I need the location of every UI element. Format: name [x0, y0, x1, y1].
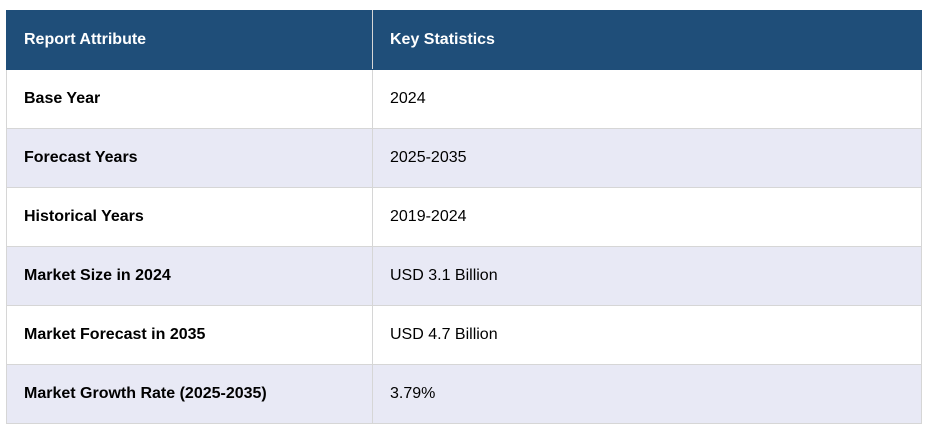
value-cell: 2019-2024: [372, 187, 922, 247]
table-row: Base Year 2024: [6, 69, 922, 129]
table-header: Report Attribute Key Statistics: [6, 10, 922, 70]
value-cell: USD 3.1 Billion: [372, 246, 922, 306]
table-row: Market Forecast in 2035 USD 4.7 Billion: [6, 305, 922, 365]
header-key-statistics: Key Statistics: [372, 10, 922, 70]
value-cell: 3.79%: [372, 364, 922, 424]
report-table-container: Report Attribute Key Statistics Base Yea…: [6, 10, 922, 424]
attribute-cell: Base Year: [6, 69, 373, 129]
attribute-cell: Market Size in 2024: [6, 246, 373, 306]
value-cell: 2024: [372, 69, 922, 129]
attribute-cell: Market Forecast in 2035: [6, 305, 373, 365]
table-row: Market Growth Rate (2025-2035) 3.79%: [6, 364, 922, 424]
header-row: Report Attribute Key Statistics: [6, 10, 922, 70]
value-cell: 2025-2035: [372, 128, 922, 188]
attribute-cell: Forecast Years: [6, 128, 373, 188]
attribute-cell: Historical Years: [6, 187, 373, 247]
table-row: Forecast Years 2025-2035: [6, 128, 922, 188]
value-cell: USD 4.7 Billion: [372, 305, 922, 365]
table-row: Historical Years 2019-2024: [6, 187, 922, 247]
report-statistics-table: Report Attribute Key Statistics Base Yea…: [6, 10, 922, 424]
table-body: Base Year 2024 Forecast Years 2025-2035 …: [6, 69, 922, 424]
attribute-cell: Market Growth Rate (2025-2035): [6, 364, 373, 424]
header-report-attribute: Report Attribute: [6, 10, 373, 70]
table-row: Market Size in 2024 USD 3.1 Billion: [6, 246, 922, 306]
